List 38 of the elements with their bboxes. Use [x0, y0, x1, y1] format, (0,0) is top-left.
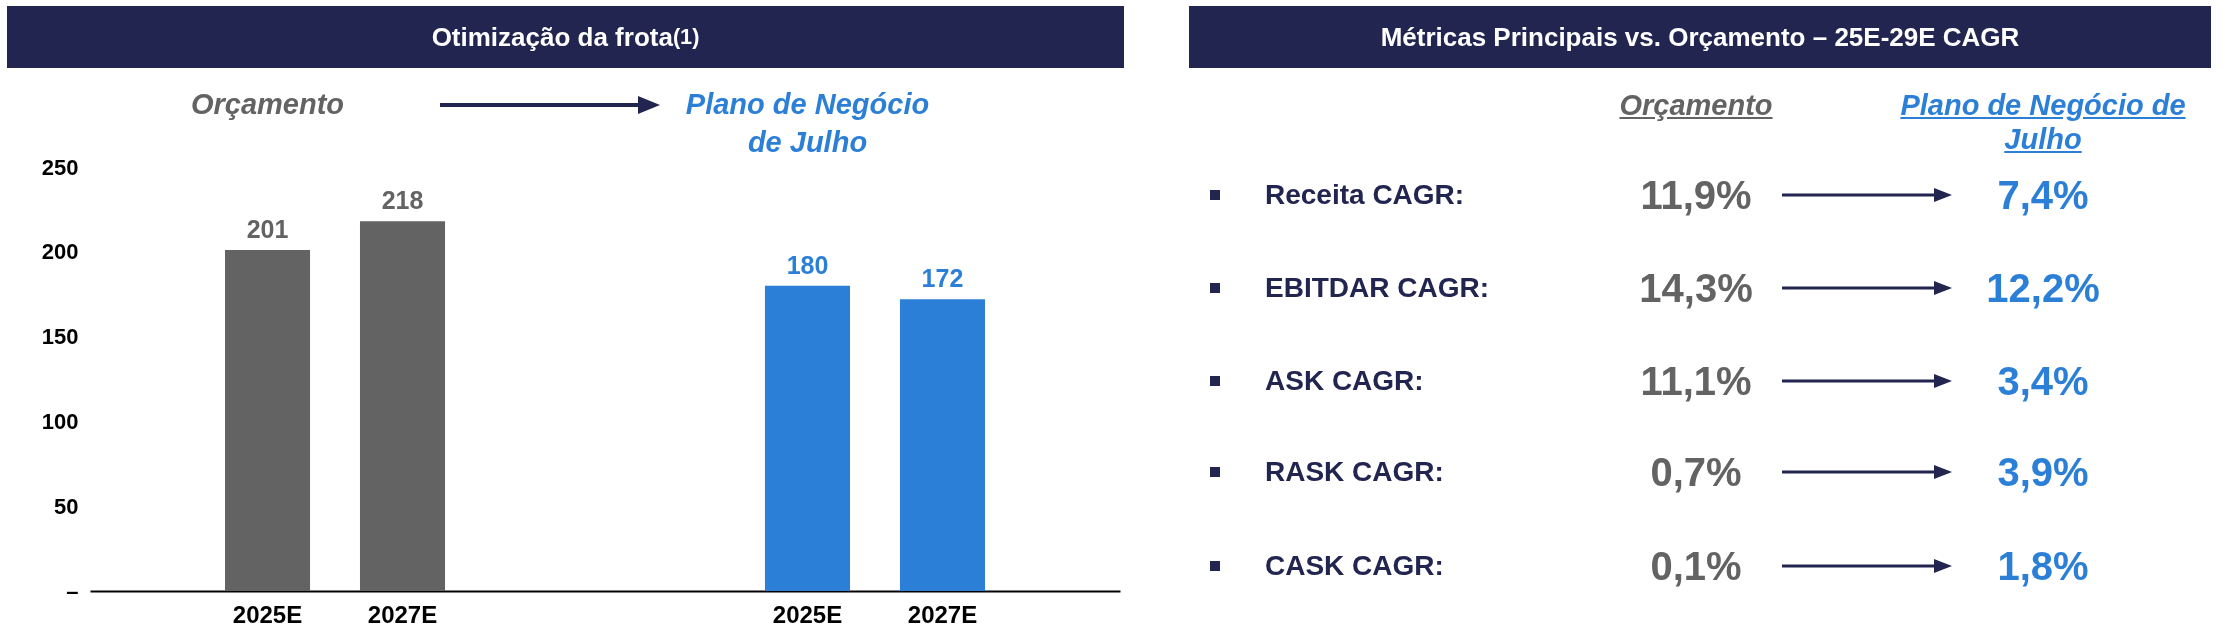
text: 3,4% [1996, 358, 2090, 404]
bar [764, 285, 851, 591]
data-label: 172 [921, 264, 964, 293]
text: 14,3% [1638, 265, 1754, 311]
text: Orçamento [190, 88, 345, 120]
text: RASK CAGR: [1265, 455, 1444, 489]
x-tick-label: 2025E [232, 600, 303, 628]
y-tick-label: – [66, 578, 79, 604]
text: EBITDAR CAGR: [1265, 271, 1489, 305]
y-tick-label: 150 [41, 324, 79, 350]
x-tick-label: 2025E [772, 600, 843, 628]
text: 1,8% [1996, 543, 2090, 589]
bar [359, 221, 446, 591]
text: 0,1% [1649, 543, 1743, 589]
text: 11,9% [1639, 172, 1753, 218]
data-label: 201 [246, 215, 289, 244]
x-tick-label: 2027E [907, 600, 978, 628]
bar [899, 299, 986, 591]
text: 12,2% [1985, 265, 2101, 311]
text: 3,9% [1996, 449, 2090, 495]
text: Receita CAGR: [1265, 178, 1465, 212]
bar [224, 250, 311, 591]
y-tick-label: 250 [41, 154, 79, 180]
text: 0,7% [1649, 449, 1743, 495]
text: Plano de Negócio de Julho [685, 88, 930, 158]
text: ASK CAGR: [1265, 364, 1424, 398]
text: Orçamento [1618, 88, 1774, 122]
text: 11,1% [1639, 358, 1753, 404]
text: Métricas Principais vs. Orçamento – 25E-29E CAGR [1189, 6, 2211, 68]
text: 7,4% [1996, 172, 2090, 218]
y-tick-label: 50 [54, 493, 79, 519]
data-label: 218 [381, 186, 424, 215]
y-tick-label: 200 [41, 239, 79, 265]
data-label: 180 [786, 250, 829, 279]
text: CASK CAGR: [1265, 549, 1444, 583]
x-tick-label: 2027E [367, 600, 438, 628]
text: Plano de Negócio de Julho [1899, 88, 2187, 156]
y-tick-label: 100 [41, 408, 79, 434]
